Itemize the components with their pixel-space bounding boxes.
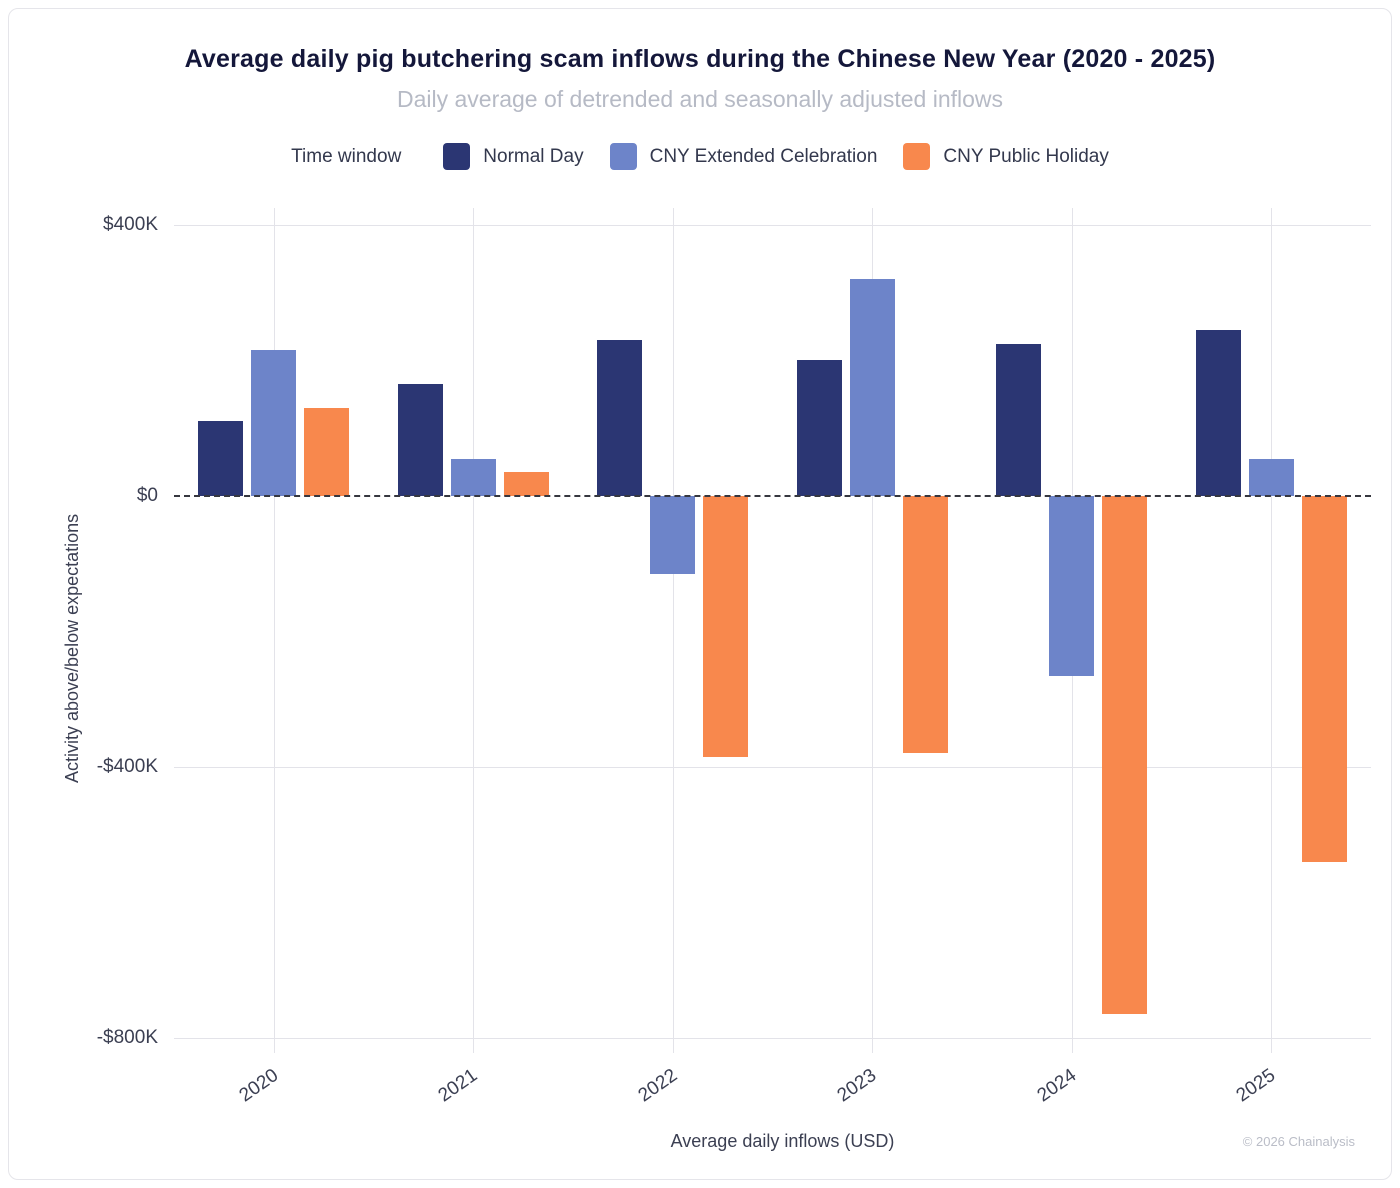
bar-cny-extended-celebration-2022 [650, 495, 696, 574]
h-gridline [174, 767, 1371, 769]
copyright-credit: © 2026 Chainalysis [1242, 1134, 1355, 1149]
plot-area [174, 208, 1371, 1053]
chart-card: Average daily pig butchering scam inflow… [8, 8, 1392, 1180]
v-gridline [672, 208, 674, 1053]
legend-item-label: CNY Extended Celebration [649, 145, 878, 167]
bar-cny-extended-celebration-2023 [849, 279, 895, 496]
x-tick-label: 2024 [1033, 1064, 1081, 1107]
bar-cny-extended-celebration-2020 [251, 350, 297, 496]
chart-subtitle: Daily average of detrended and seasonall… [396, 86, 1004, 112]
v-gridline [1271, 208, 1273, 1053]
x-axis-title: Average daily inflows (USD) [670, 1131, 895, 1151]
y-tick-label: $400K [103, 213, 158, 235]
bar-cny-public-holiday-2021 [503, 472, 549, 496]
legend-item: CNY Public Holiday [903, 143, 1109, 170]
legend-swatch [609, 143, 637, 170]
legend-swatch [443, 143, 471, 170]
v-gridline [872, 208, 874, 1053]
bar-cny-extended-celebration-2024 [1049, 495, 1095, 676]
y-tick-label: -$800K [96, 1027, 158, 1049]
h-gridline [174, 224, 1371, 226]
legend-item: Normal Day [443, 143, 584, 170]
bar-normal-day-2021 [397, 384, 443, 496]
bar-cny-public-holiday-2022 [703, 495, 749, 757]
chart-title: Average daily pig butchering scam inflow… [184, 45, 1216, 73]
bar-cny-extended-celebration-2025 [1248, 458, 1294, 496]
h-gridline [174, 1038, 1371, 1040]
legend-swatch [903, 143, 931, 170]
zero-line [174, 494, 1371, 497]
legend-item-label: CNY Public Holiday [943, 145, 1109, 167]
bar-normal-day-2020 [198, 421, 244, 496]
x-tick-label: 2023 [833, 1064, 881, 1107]
x-tick-label: 2021 [434, 1064, 482, 1107]
legend-item: CNY Extended Celebration [609, 143, 878, 170]
x-tick-label: 2025 [1232, 1064, 1280, 1107]
legend-title: Time window [291, 145, 402, 167]
bar-cny-public-holiday-2024 [1102, 495, 1148, 1015]
legend-item-label: Normal Day [483, 145, 584, 167]
x-tick-label: 2020 [235, 1064, 283, 1107]
bar-normal-day-2024 [996, 343, 1042, 496]
x-axis-labels: 2020 2021 2022 2023 2024 2025 [174, 1053, 1371, 1127]
bar-normal-day-2023 [796, 360, 842, 496]
x-tick-label: 2022 [634, 1064, 682, 1107]
legend: Time window Normal Day CNY Extended Celeb… [9, 143, 1391, 170]
y-axis-title: Activity above/below expectations [62, 513, 82, 783]
bar-normal-day-2022 [597, 340, 643, 496]
y-tick-label: $0 [136, 484, 158, 506]
v-gridline [473, 208, 475, 1053]
chart: Activity above/below expectations $400K $… [62, 208, 1371, 1053]
bar-normal-day-2025 [1195, 329, 1241, 496]
v-gridline [273, 208, 275, 1053]
bar-cny-public-holiday-2020 [304, 407, 350, 496]
bar-cny-public-holiday-2023 [902, 495, 948, 754]
bar-cny-public-holiday-2025 [1301, 495, 1347, 862]
y-tick-label: -$400K [96, 756, 158, 778]
bar-cny-extended-celebration-2021 [450, 458, 496, 496]
